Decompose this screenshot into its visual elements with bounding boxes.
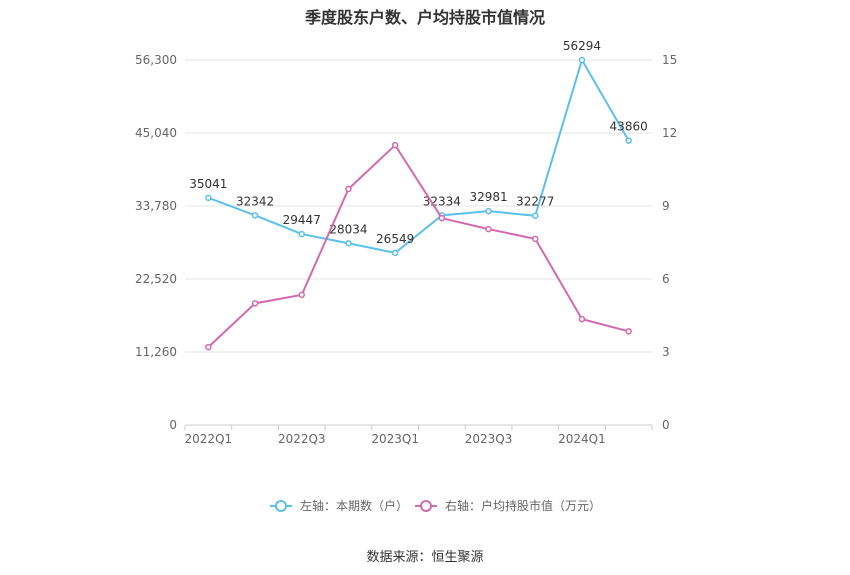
series-1-point: [251, 212, 259, 219]
y-left-tick-label: 11,260: [135, 345, 177, 359]
y-left-tick-label: 45,040: [135, 126, 177, 140]
y-left-tick-label: 0: [169, 418, 177, 432]
legend-label: 左轴：本期数（户）: [300, 498, 408, 513]
series-1-point: [205, 194, 212, 202]
x-tick-label: 2023Q3: [465, 432, 513, 446]
series-1-point: [298, 230, 305, 238]
legend-marker: [420, 500, 432, 512]
x-tick-label: 2022Q3: [278, 432, 326, 446]
x-tick-label: 2023Q1: [371, 432, 419, 446]
y-left-tick-label: 33,780: [135, 199, 177, 213]
series-1-point: [345, 240, 352, 247]
chart-title: 季度股东户数、户均持股市值情况: [304, 8, 545, 27]
series-2-point: [532, 235, 539, 243]
series-line-2: [207, 143, 629, 348]
y-right-tick-label: 3: [662, 345, 670, 359]
y-left-tick-label: 56,300: [135, 53, 177, 67]
series-2-point: [578, 315, 586, 323]
series-2-point: [391, 141, 399, 149]
data-label: 35041: [189, 177, 227, 191]
series-1-point: [532, 212, 539, 219]
data-label: 32342: [236, 194, 274, 208]
series-2-point: [485, 225, 492, 233]
series-2-point: [625, 328, 632, 335]
series-1-point: [485, 207, 492, 215]
legend-label: 右轴：户均持股市值（万元）: [445, 498, 601, 513]
data-source: 数据来源：恒生聚源: [366, 550, 484, 565]
data-label: 56294: [563, 39, 601, 53]
data-label: 32277: [516, 195, 554, 209]
series-2-point: [298, 291, 305, 299]
x-tick-label: 2024Q1: [558, 432, 606, 446]
y-right-tick-label: 6: [662, 272, 670, 286]
data-label: 28034: [329, 222, 367, 236]
series-2-point: [251, 300, 259, 307]
data-label: 26549: [376, 232, 414, 246]
data-label: 32981: [469, 190, 507, 204]
y-right-tick-label: 12: [662, 126, 677, 140]
chart-plot: 0 0 11,260 3 22,520 6 33,780 9 45,040 12 56,300 15 2…: [135, 39, 677, 513]
y-right-tick-label: 15: [662, 53, 677, 67]
series-1-point: [391, 249, 399, 257]
data-label: 29447: [283, 213, 321, 227]
series-2-point: [345, 185, 352, 193]
legend-marker: [275, 500, 287, 512]
y-right-tick-label: 0: [662, 418, 670, 432]
y-left-tick-label: 22,520: [135, 272, 177, 286]
x-tick-label: 2022Q1: [185, 432, 233, 446]
series-2-point: [438, 214, 446, 222]
series-1-point: [625, 137, 632, 144]
series-line-1: [207, 57, 630, 254]
data-label: 43860: [610, 120, 648, 134]
series-2-point: [205, 343, 212, 351]
y-right-tick-label: 9: [662, 199, 670, 213]
series-1-point: [578, 56, 586, 64]
